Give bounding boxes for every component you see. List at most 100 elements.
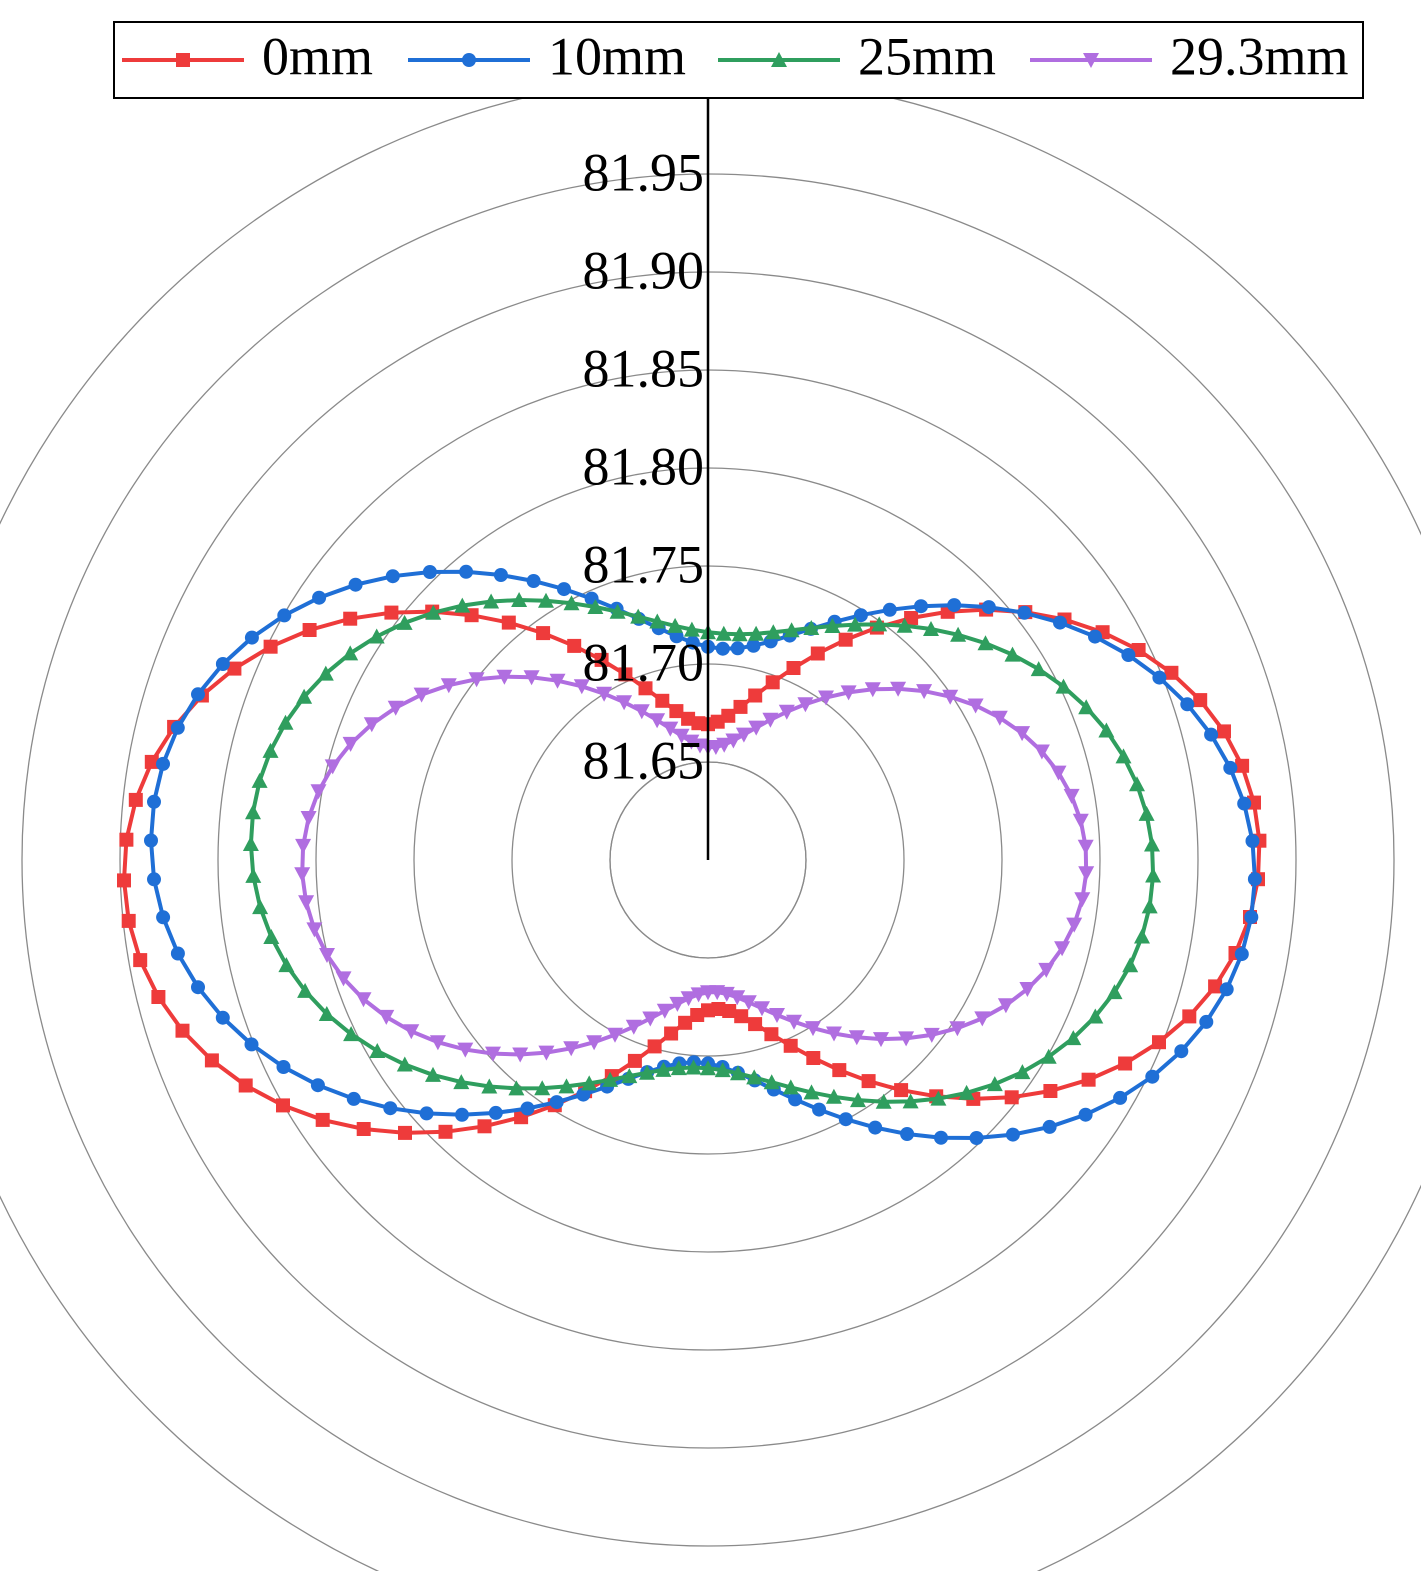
data-point xyxy=(496,669,513,685)
data-point xyxy=(147,872,161,887)
data-point xyxy=(419,1106,434,1121)
data-point xyxy=(685,1059,702,1075)
data-point xyxy=(596,686,613,702)
legend-label: 0mm xyxy=(262,26,373,86)
data-point xyxy=(805,1021,821,1037)
data-point xyxy=(238,1078,253,1093)
legend-item-10mm: 10mm xyxy=(408,26,686,86)
radial-tick-label: 81.90 xyxy=(583,240,705,300)
data-point xyxy=(1043,1084,1058,1098)
data-point xyxy=(873,1032,889,1048)
data-point xyxy=(1121,648,1136,662)
data-point xyxy=(1078,866,1095,882)
data-point xyxy=(1152,1035,1166,1050)
data-point xyxy=(731,626,748,642)
series-29.3mm xyxy=(294,669,1095,1063)
data-point xyxy=(398,1125,412,1140)
data-point xyxy=(1055,678,1072,694)
data-point xyxy=(191,980,205,995)
data-point xyxy=(191,687,205,702)
data-point xyxy=(1245,834,1260,848)
data-point xyxy=(639,1064,655,1080)
data-point xyxy=(368,628,385,644)
data-point xyxy=(748,625,765,641)
data-point xyxy=(662,721,679,737)
data-point xyxy=(425,1066,441,1082)
data-point xyxy=(904,611,919,625)
data-point xyxy=(355,992,372,1008)
data-point xyxy=(1063,788,1080,804)
data-point xyxy=(587,599,604,614)
data-point xyxy=(786,1014,802,1030)
data-point xyxy=(730,641,745,656)
data-point xyxy=(262,742,279,758)
data-point xyxy=(356,1122,371,1136)
data-point xyxy=(986,1076,1003,1092)
data-point xyxy=(1237,796,1252,811)
data-point xyxy=(647,1039,662,1054)
data-point xyxy=(765,675,780,690)
data-point xyxy=(1113,1090,1128,1105)
legend-swatch-marker xyxy=(176,53,190,67)
data-point xyxy=(621,1068,638,1084)
data-point xyxy=(649,713,666,729)
data-point xyxy=(898,1031,915,1047)
data-point xyxy=(1235,758,1250,773)
radial-tick-label: 81.95 xyxy=(583,142,705,202)
data-point xyxy=(765,624,782,640)
data-point xyxy=(459,564,474,579)
data-point xyxy=(294,867,311,883)
data-point xyxy=(1038,962,1055,978)
series-25mm xyxy=(242,592,1162,1109)
data-point xyxy=(656,1003,673,1019)
data-point xyxy=(244,630,259,645)
data-point xyxy=(890,681,907,697)
legend-label: 10mm xyxy=(548,26,686,86)
legend-item-25mm: 25mm xyxy=(718,26,996,86)
grid-circle xyxy=(0,75,1421,1571)
data-point xyxy=(690,1008,705,1022)
data-point xyxy=(630,608,647,624)
data-point xyxy=(667,617,684,633)
data-point xyxy=(263,929,280,944)
data-point xyxy=(670,1060,687,1076)
data-point xyxy=(245,804,261,820)
data-point xyxy=(638,681,653,696)
data-point xyxy=(625,1019,642,1035)
data-point xyxy=(151,990,166,1004)
data-point xyxy=(871,616,888,632)
data-point xyxy=(1193,693,1208,708)
data-point xyxy=(958,1084,975,1100)
data-point xyxy=(1078,1107,1093,1122)
data-point xyxy=(455,1107,469,1122)
data-point xyxy=(156,910,171,925)
data-point xyxy=(826,1026,842,1042)
data-point xyxy=(277,608,292,623)
data-point xyxy=(335,971,352,987)
data-point xyxy=(949,1021,966,1037)
data-point xyxy=(930,1090,947,1106)
data-point xyxy=(422,565,437,579)
data-point xyxy=(950,626,967,642)
legend-item-29.3mm: 29.3mm xyxy=(1030,26,1349,86)
data-point xyxy=(576,1087,591,1102)
data-point xyxy=(242,836,259,851)
data-point xyxy=(526,574,541,588)
data-point xyxy=(175,1023,190,1038)
data-point xyxy=(942,689,959,705)
data-point xyxy=(1081,1072,1096,1087)
data-point xyxy=(295,838,312,854)
data-point xyxy=(716,737,733,753)
data-point xyxy=(594,652,609,667)
data-point xyxy=(803,620,820,635)
data-point xyxy=(438,1124,453,1139)
series-0mm xyxy=(117,602,1267,1140)
data-point xyxy=(1005,1127,1020,1142)
data-point xyxy=(477,1119,492,1134)
data-point xyxy=(762,712,779,728)
data-point xyxy=(838,1112,853,1127)
data-point xyxy=(1152,670,1167,685)
data-point xyxy=(718,986,735,1002)
data-point xyxy=(133,953,148,968)
data-point xyxy=(1115,748,1132,764)
